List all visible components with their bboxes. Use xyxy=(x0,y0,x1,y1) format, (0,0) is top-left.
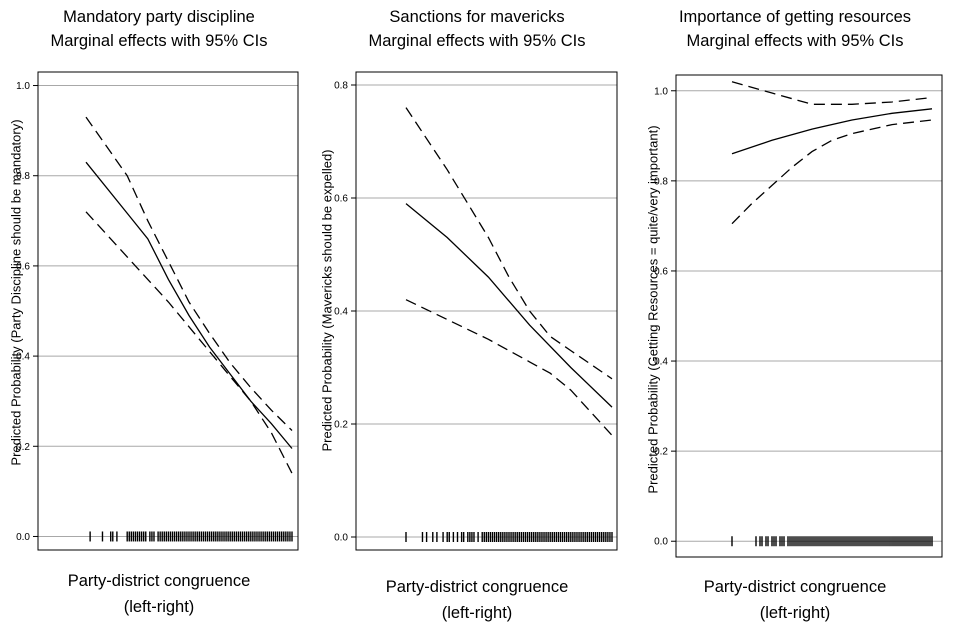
chart-panel-party-discipline: Mandatory party discipline Marginal effe… xyxy=(0,0,318,626)
chart-panel-getting-resources: Importance of getting resources Marginal… xyxy=(636,0,954,626)
y-tick-label: 0.2 xyxy=(334,420,348,431)
upper-ci-line xyxy=(85,116,293,431)
upper-ci-line xyxy=(405,107,613,380)
plot-frame xyxy=(355,71,618,551)
plot-area: 0.0 0.2 0.4 0.6 0.8 1.0 xyxy=(16,71,299,551)
estimate-line xyxy=(405,203,613,408)
y-tick-label: 0.8 xyxy=(334,80,348,91)
y-tick-label: 0.2 xyxy=(16,442,30,453)
lower-ci-line xyxy=(405,299,613,436)
y-tick-label: 1.0 xyxy=(654,86,668,97)
x-axis-label: Party-district congruence xyxy=(67,572,251,590)
plot-area: 0.0 0.2 0.4 0.6 0.8 xyxy=(334,71,618,551)
y-tick-label: 0.0 xyxy=(334,533,348,544)
chart-subtitle: Marginal effects with 95% CIs xyxy=(368,32,586,50)
estimate-line xyxy=(731,108,933,155)
estimate-line xyxy=(85,161,293,449)
chart-panel-sanctions-mavericks: Sanctions for mavericks Marginal effects… xyxy=(318,0,636,626)
y-tick-label: 0.6 xyxy=(654,266,668,277)
y-tick-label: 0.6 xyxy=(16,261,30,272)
y-tick-label: 0.0 xyxy=(16,532,30,543)
y-tick-label: 0.0 xyxy=(654,537,668,548)
y-tick-label: 0.8 xyxy=(16,171,30,182)
chart-title: Sanctions for mavericks xyxy=(389,8,565,26)
x-axis-sublabel: (left-right) xyxy=(123,598,195,616)
x-axis-sublabel: (left-right) xyxy=(759,604,831,622)
x-axis-label: Party-district congruence xyxy=(385,578,569,596)
y-tick-label: 0.4 xyxy=(654,357,668,368)
chart-title: Mandatory party discipline xyxy=(63,8,255,26)
upper-ci-line xyxy=(731,81,933,105)
lower-ci-line xyxy=(85,211,293,474)
plot-frame xyxy=(675,74,943,558)
x-axis-label: Party-district congruence xyxy=(703,578,887,596)
y-tick-label: 0.2 xyxy=(654,447,668,458)
y-tick-label: 0.4 xyxy=(334,307,348,318)
y-tick-label: 0.8 xyxy=(654,176,668,187)
x-axis-sublabel: (left-right) xyxy=(441,604,513,622)
y-tick-label: 0.6 xyxy=(334,193,348,204)
chart-subtitle: Marginal effects with 95% CIs xyxy=(50,32,268,50)
y-tick-label: 1.0 xyxy=(16,81,30,92)
plot-frame xyxy=(37,71,299,551)
y-tick-label: 0.4 xyxy=(16,352,30,363)
chart-subtitle: Marginal effects with 95% CIs xyxy=(686,32,904,50)
plot-area: 0.0 0.2 0.4 0.6 0.8 1.0 xyxy=(654,74,943,558)
lower-ci-line xyxy=(731,119,933,225)
chart-title: Importance of getting resources xyxy=(678,8,912,26)
